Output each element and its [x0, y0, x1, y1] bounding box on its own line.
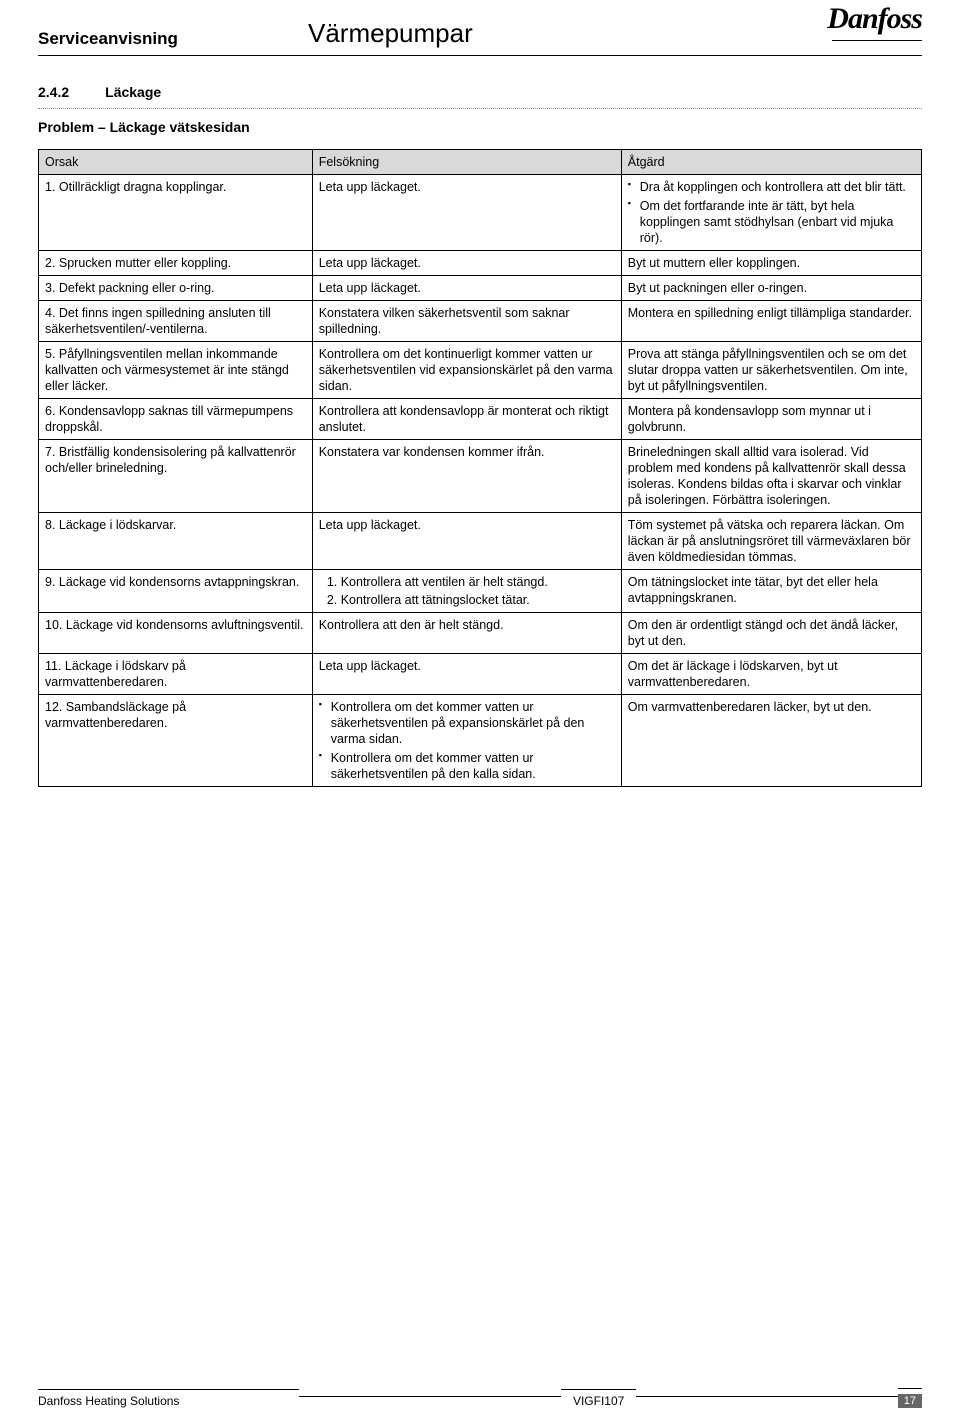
footer-page-number: 17 [898, 1394, 922, 1408]
cell-felsokning: Leta upp läckaget. [312, 276, 621, 301]
section-number: 2.4.2 [38, 84, 69, 100]
col-felsokning: Felsökning [312, 150, 621, 175]
cell-orsak: 7. Bristfällig kondensisolering på kallv… [39, 440, 313, 513]
page-content: 2.4.2 Läckage Problem – Läckage vätskesi… [0, 56, 960, 787]
troubleshooting-table: Orsak Felsökning Åtgärd 1. Otillräckligt… [38, 149, 922, 787]
page-header: Danfoss Serviceanvisning Värmepumpar [0, 0, 960, 56]
section-heading: 2.4.2 Läckage [38, 84, 922, 100]
col-orsak: Orsak [39, 150, 313, 175]
doc-type: Serviceanvisning [38, 29, 308, 49]
cell-atgard: Om den är ordentligt stängd och det ändå… [621, 613, 921, 654]
table-row: 5. Påfyllningsventilen mellan inkommande… [39, 342, 922, 399]
table-row: 4. Det finns ingen spilledning ansluten … [39, 301, 922, 342]
cell-atgard: Prova att stänga påfyllningsventilen och… [621, 342, 921, 399]
table-row: 9. Läckage vid kondensorns avtappningskr… [39, 570, 922, 613]
cell-atgard: Montera en spilledning enligt tillämplig… [621, 301, 921, 342]
cell-felsokning: Konstatera vilken säkerhetsventil som sa… [312, 301, 621, 342]
cell-orsak: 9. Läckage vid kondensorns avtappningskr… [39, 570, 313, 613]
cell-atgard: Töm systemet på vätska och reparera läck… [621, 513, 921, 570]
table-row: 3. Defekt packning eller o-ring.Leta upp… [39, 276, 922, 301]
header-row: Serviceanvisning Värmepumpar [38, 18, 922, 56]
cell-felsokning: Leta upp läckaget. [312, 654, 621, 695]
table-header-row: Orsak Felsökning Åtgärd [39, 150, 922, 175]
cell-felsokning: Kontrollera att den är helt stängd. [312, 613, 621, 654]
cell-orsak: 6. Kondensavlopp saknas till värmepumpen… [39, 399, 313, 440]
footer-docid: VIGFI107 [561, 1389, 636, 1408]
problem-title: Problem – Läckage vätskesidan [38, 119, 922, 135]
cell-felsokning: Leta upp läckaget. [312, 175, 621, 251]
brand-underline [832, 40, 922, 41]
cell-orsak: 10. Läckage vid kondensorns avluftningsv… [39, 613, 313, 654]
doc-title: Värmepumpar [308, 18, 473, 49]
cell-orsak: 11. Läckage i lödskarv på varmvattenbere… [39, 654, 313, 695]
table-row: 1. Otillräckligt dragna kopplingar.Leta … [39, 175, 922, 251]
cell-felsokning: Kontrollera om det kommer vatten ur säke… [312, 695, 621, 787]
cell-atgard: Dra åt kopplingen och kontrollera att de… [621, 175, 921, 251]
col-atgard: Åtgärd [621, 150, 921, 175]
cell-atgard: Om det är läckage i lödskarven, byt ut v… [621, 654, 921, 695]
cell-orsak: 5. Påfyllningsventilen mellan inkommande… [39, 342, 313, 399]
cell-atgard: Montera på kondensavlopp som mynnar ut i… [621, 399, 921, 440]
cell-orsak: 2. Sprucken mutter eller koppling. [39, 251, 313, 276]
cell-atgard: Byt ut packningen eller o-ringen. [621, 276, 921, 301]
table-row: 6. Kondensavlopp saknas till värmepumpen… [39, 399, 922, 440]
cell-felsokning: Kontrollera att kondensavlopp är montera… [312, 399, 621, 440]
cell-orsak: 1. Otillräckligt dragna kopplingar. [39, 175, 313, 251]
cell-orsak: 8. Läckage i lödskarvar. [39, 513, 313, 570]
brand-logo: Danfoss [827, 2, 922, 36]
table-row: 8. Läckage i lödskarvar.Leta upp läckage… [39, 513, 922, 570]
table-row: 10. Läckage vid kondensorns avluftningsv… [39, 613, 922, 654]
cell-atgard: Om tätningslocket inte tätar, byt det el… [621, 570, 921, 613]
cell-orsak: 12. Sambandsläckage på varmvattenberedar… [39, 695, 313, 787]
table-row: 11. Läckage i lödskarv på varmvattenbere… [39, 654, 922, 695]
cell-atgard: Byt ut muttern eller kopplingen. [621, 251, 921, 276]
cell-felsokning: Kontrollera om det kontinuerligt kommer … [312, 342, 621, 399]
dotted-divider [38, 108, 922, 109]
page-footer: Danfoss Heating Solutions VIGFI107 17 [0, 1388, 960, 1408]
cell-orsak: 4. Det finns ingen spilledning ansluten … [39, 301, 313, 342]
cell-felsokning: Kontrollera att ventilen är helt stängd.… [312, 570, 621, 613]
table-row: 7. Bristfällig kondensisolering på kallv… [39, 440, 922, 513]
cell-atgard: Brineledningen skall alltid vara isolera… [621, 440, 921, 513]
cell-atgard: Om varmvattenberedaren läcker, byt ut de… [621, 695, 921, 787]
table-row: 12. Sambandsläckage på varmvattenberedar… [39, 695, 922, 787]
section-title: Läckage [105, 84, 161, 100]
cell-felsokning: Leta upp läckaget. [312, 513, 621, 570]
cell-felsokning: Konstatera var kondensen kommer ifrån. [312, 440, 621, 513]
table-row: 2. Sprucken mutter eller koppling.Leta u… [39, 251, 922, 276]
footer-left: Danfoss Heating Solutions [38, 1389, 299, 1408]
cell-felsokning: Leta upp läckaget. [312, 251, 621, 276]
cell-orsak: 3. Defekt packning eller o-ring. [39, 276, 313, 301]
